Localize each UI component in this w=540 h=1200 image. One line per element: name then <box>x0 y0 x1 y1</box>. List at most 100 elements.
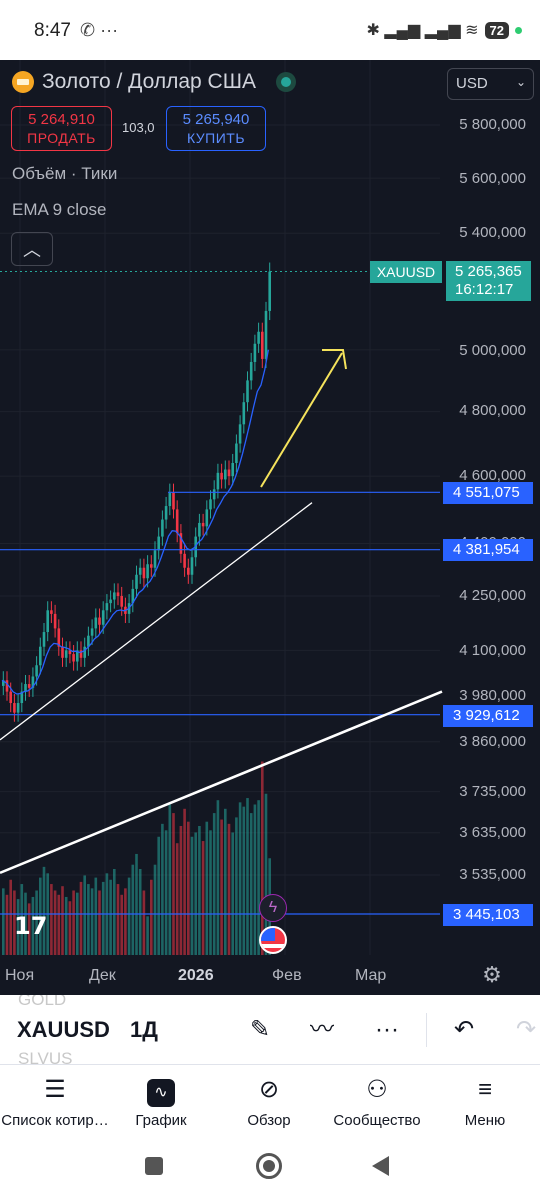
compass-icon: ⊘ <box>258 1076 280 1103</box>
trend-line <box>0 502 313 741</box>
us-flag-events-icon[interactable] <box>259 926 287 954</box>
chart-settings-icon[interactable]: ⚙ <box>482 962 502 987</box>
recents-icon[interactable] <box>145 1157 163 1175</box>
symbol-selector[interactable]: XAUUSD <box>17 1017 110 1042</box>
level-price-tag[interactable]: 3 445,103 <box>443 904 533 926</box>
drawing-tools-icon[interactable]: ✎ <box>249 1016 271 1043</box>
candle-body <box>142 567 146 579</box>
candle-body <box>76 650 79 662</box>
volume-bar <box>50 884 53 955</box>
volume-bar <box>183 808 186 955</box>
level-price-tag[interactable]: 4 381,954 <box>443 539 533 561</box>
symbol-title: Золото / Доллар США <box>42 70 256 93</box>
volume-bar <box>64 896 68 955</box>
candle-body <box>253 343 257 362</box>
currency-select[interactable]: USD ⌄ <box>447 68 534 100</box>
volume-bar <box>164 830 168 955</box>
market-open-icon <box>275 72 296 92</box>
volume-bar <box>101 881 105 955</box>
nav-label: График <box>135 1112 187 1129</box>
candle-body <box>190 557 194 575</box>
ema-indicator-legend[interactable]: EMA 9 close <box>12 200 107 219</box>
nav-community[interactable]: ⚇ Сообщество <box>322 1074 432 1129</box>
community-icon: ⚇ <box>366 1076 388 1103</box>
candle-body <box>205 509 209 527</box>
candle-body <box>153 550 157 568</box>
candle-body <box>242 402 246 425</box>
notification-icons: ✆ ··· <box>80 20 119 40</box>
candle-body <box>57 628 61 647</box>
volume-bar <box>5 894 9 955</box>
timeframe-selector[interactable]: 1Д <box>130 1017 158 1042</box>
buy-price: 5 265,940 <box>182 111 250 128</box>
volume-indicator-legend[interactable]: Объём · Тики <box>12 164 118 183</box>
toolbar-divider <box>426 1013 427 1047</box>
more-options-icon[interactable]: ··· <box>375 1016 399 1043</box>
candle-body <box>131 588 135 604</box>
candle-body <box>61 646 64 658</box>
volume-bar <box>72 890 75 955</box>
candle-body <box>27 684 31 688</box>
candle-body <box>150 564 153 568</box>
volume-bar <box>216 800 220 955</box>
volume-bar <box>142 890 146 955</box>
candle-body <box>39 646 42 666</box>
candle-body <box>109 599 112 604</box>
redo-icon[interactable]: ↷ <box>515 1016 537 1043</box>
forecast-arrow-head <box>322 349 347 370</box>
level-price-tag[interactable]: 3 929,612 <box>443 705 533 727</box>
nav-label: Список котир… <box>1 1112 109 1129</box>
sell-button[interactable]: 5 264,910 ПРОДАТЬ <box>11 106 112 151</box>
symbol-header[interactable]: Золото / Доллар США <box>12 70 296 94</box>
system-navigation <box>0 1136 540 1200</box>
candle-body <box>13 703 16 713</box>
nav-label: Сообщество <box>333 1112 421 1129</box>
price-axis-label: 3 860,000 <box>459 733 526 750</box>
nav-overview[interactable]: ⊘ Обзор <box>214 1074 324 1129</box>
volume-bar <box>57 894 61 955</box>
volume-bar <box>31 896 35 955</box>
buy-button[interactable]: 5 265,940 КУПИТЬ <box>166 106 266 151</box>
volume-bar <box>224 808 227 955</box>
candle-body <box>146 564 149 579</box>
candle-body <box>172 492 175 510</box>
volume-bar <box>27 903 31 955</box>
candle-body <box>94 617 98 629</box>
volume-bar <box>90 888 94 955</box>
back-icon[interactable] <box>372 1156 389 1176</box>
level-price-tag[interactable]: 4 551,075 <box>443 482 533 504</box>
volume-bar <box>235 817 238 955</box>
volume-bar <box>9 879 12 955</box>
candle-body <box>201 522 205 527</box>
nav-watchlist[interactable]: ☰ Список котир… <box>0 1074 110 1129</box>
candle-body <box>72 654 75 662</box>
volume-bar <box>168 804 172 955</box>
spread-value: 103,0 <box>122 120 155 135</box>
chart-canvas[interactable] <box>0 60 540 995</box>
volume-bar <box>24 892 27 955</box>
candle-body <box>235 443 238 463</box>
collapse-legend-button[interactable]: ︿ <box>11 232 53 266</box>
chart-area[interactable]: Золото / Доллар США USD ⌄ 5 264,910 ПРОД… <box>0 60 540 995</box>
candle-body <box>16 703 20 713</box>
volume-bar <box>87 884 90 955</box>
home-icon[interactable] <box>256 1153 282 1179</box>
candle-body <box>98 617 101 625</box>
candle-body <box>68 650 72 655</box>
nav-menu[interactable]: ≡ Меню <box>430 1074 540 1129</box>
currency-value: USD <box>456 75 488 92</box>
candle-body <box>113 592 116 600</box>
next-symbol-ghost: SLVUS <box>18 1049 73 1065</box>
forecast-arrow <box>260 352 343 488</box>
volume-bar <box>153 864 157 955</box>
nav-chart[interactable]: ∿ График <box>106 1074 216 1129</box>
status-bar: 8:47 ✆ ··· ✱ ▂▄▆ ▂▄▆ ≋ 72 <box>0 0 540 60</box>
system-icons: ✱ ▂▄▆ ▂▄▆ ≋ 72 <box>366 20 522 40</box>
undo-icon[interactable]: ↶ <box>453 1016 475 1043</box>
indicators-icon[interactable]: 〰 <box>310 1016 334 1043</box>
candle-body <box>135 574 138 589</box>
price-axis-label: 5 800,000 <box>459 116 526 133</box>
lightning-icon[interactable]: ϟ <box>259 894 287 922</box>
candle-body <box>53 613 57 629</box>
volume-bar <box>172 813 175 955</box>
